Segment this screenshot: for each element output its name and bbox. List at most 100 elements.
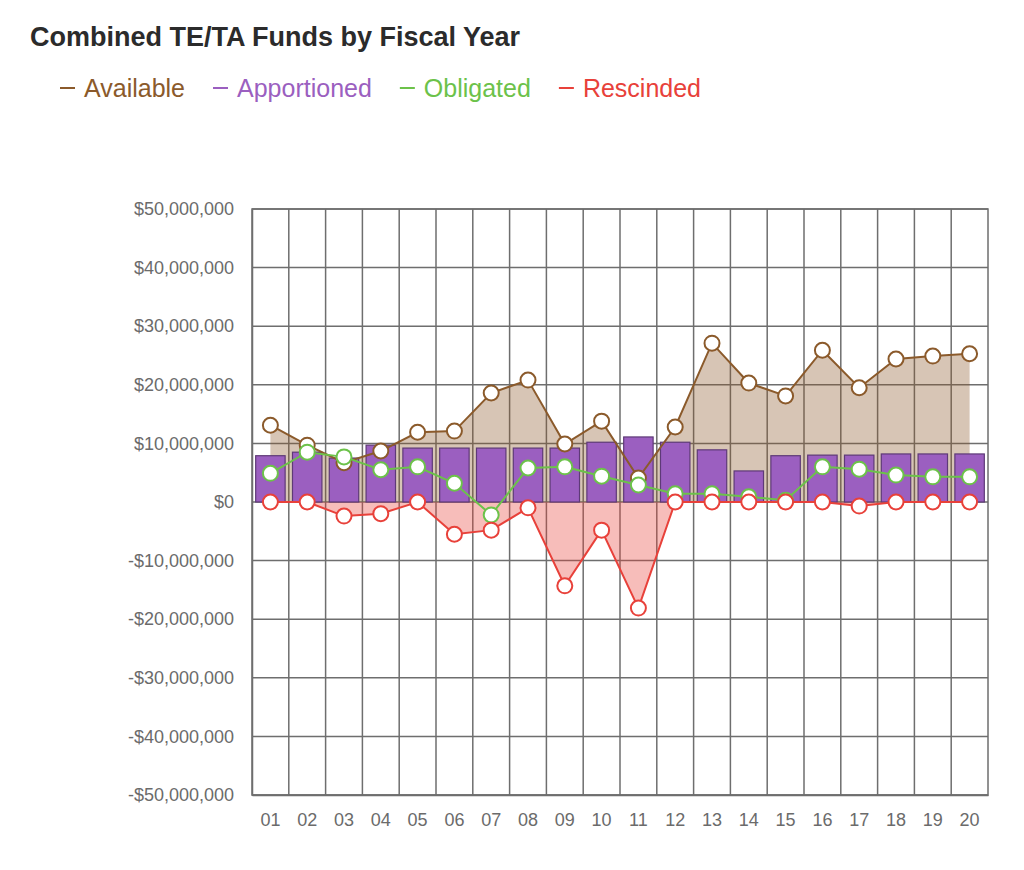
y-tick-label: -$20,000,000 bbox=[128, 609, 234, 629]
x-tick: 18 bbox=[886, 795, 906, 830]
x-tick: 17 bbox=[849, 795, 869, 830]
x-axis-line bbox=[253, 795, 989, 797]
bar bbox=[513, 448, 542, 502]
x-tick: 02 bbox=[297, 795, 317, 830]
bar bbox=[440, 448, 469, 502]
marker bbox=[889, 352, 904, 367]
y-tick: $20,000,000 bbox=[134, 375, 252, 395]
x-tick-label: 14 bbox=[739, 810, 759, 830]
bar bbox=[844, 455, 873, 502]
x-tick-label: 04 bbox=[371, 810, 391, 830]
y-tick: -$20,000,000 bbox=[128, 609, 252, 629]
y-tick: $0 bbox=[214, 492, 252, 512]
bar bbox=[550, 448, 579, 502]
grid bbox=[252, 209, 988, 795]
x-tick: 16 bbox=[812, 795, 832, 830]
y-tick-label: -$50,000,000 bbox=[128, 785, 234, 805]
marker bbox=[300, 445, 315, 460]
x-tick-label: 17 bbox=[849, 810, 869, 830]
marker bbox=[521, 461, 536, 476]
marker bbox=[410, 425, 425, 440]
marker bbox=[925, 349, 940, 364]
marker bbox=[889, 468, 904, 483]
x-tick: 04 bbox=[371, 795, 391, 830]
marker bbox=[962, 469, 977, 484]
y-tick: $40,000,000 bbox=[134, 258, 252, 278]
marker bbox=[962, 495, 977, 510]
x-tick-label: 12 bbox=[665, 810, 685, 830]
y-tick: $50,000,000 bbox=[134, 199, 252, 219]
title: Combined TE/TA Funds by Fiscal Year bbox=[30, 22, 521, 52]
marker bbox=[521, 373, 536, 388]
legend-swatch bbox=[400, 87, 415, 89]
marker bbox=[263, 418, 278, 433]
marker bbox=[778, 388, 793, 403]
marker bbox=[337, 509, 352, 524]
x-tick-label: 06 bbox=[444, 810, 464, 830]
x-tick-label: 02 bbox=[297, 810, 317, 830]
x-tick: 12 bbox=[665, 795, 685, 830]
bar bbox=[624, 437, 653, 502]
legend-label: Apportioned bbox=[237, 74, 372, 102]
x-tick-label: 03 bbox=[334, 810, 354, 830]
x-tick: 09 bbox=[555, 795, 575, 830]
x-tick-label: 11 bbox=[629, 810, 648, 830]
marker-group bbox=[263, 336, 977, 486]
x-tick: 03 bbox=[334, 795, 354, 830]
marker bbox=[484, 386, 499, 401]
x-tick-label: 07 bbox=[481, 810, 501, 830]
x-tick-label: 09 bbox=[555, 810, 575, 830]
marker bbox=[741, 495, 756, 510]
plot-area bbox=[256, 336, 985, 616]
area-fill bbox=[270, 343, 969, 502]
marker bbox=[852, 462, 867, 477]
marker bbox=[410, 495, 425, 510]
marker-group bbox=[263, 495, 977, 616]
marker bbox=[447, 527, 462, 542]
marker bbox=[815, 495, 830, 510]
marker bbox=[705, 495, 720, 510]
marker bbox=[484, 507, 499, 522]
legend-swatch bbox=[559, 87, 574, 89]
y-tick: $10,000,000 bbox=[134, 434, 252, 454]
bar-group bbox=[256, 437, 985, 502]
x-tick-label: 01 bbox=[260, 810, 280, 830]
x-tick: 20 bbox=[960, 795, 980, 830]
y-tick-label: $10,000,000 bbox=[134, 434, 234, 454]
marker bbox=[889, 495, 904, 510]
legend-swatch bbox=[60, 87, 75, 89]
marker-group bbox=[263, 445, 977, 523]
marker bbox=[263, 466, 278, 481]
x-tick-label: 19 bbox=[923, 810, 943, 830]
bar bbox=[476, 448, 505, 502]
marker bbox=[373, 506, 388, 521]
y-tick: -$50,000,000 bbox=[128, 785, 252, 805]
plot-frame bbox=[252, 209, 988, 795]
legend-label: Obligated bbox=[424, 74, 531, 102]
marker bbox=[594, 523, 609, 538]
x-tick: 11 bbox=[629, 795, 648, 830]
chart: Combined TE/TA Funds by Fiscal YearAvail… bbox=[0, 0, 1024, 870]
y-tick-label: $40,000,000 bbox=[134, 258, 234, 278]
x-tick: 01 bbox=[260, 795, 280, 830]
x-tick: 07 bbox=[481, 795, 501, 830]
y-axis-line bbox=[252, 210, 254, 796]
marker bbox=[741, 376, 756, 391]
x-tick: 05 bbox=[408, 795, 428, 830]
marker bbox=[373, 462, 388, 477]
y-tick-label: $50,000,000 bbox=[134, 199, 234, 219]
marker bbox=[705, 336, 720, 351]
marker bbox=[337, 449, 352, 464]
marker bbox=[594, 414, 609, 429]
legend-label: Rescinded bbox=[583, 74, 701, 102]
x-tick: 15 bbox=[776, 795, 796, 830]
marker bbox=[263, 495, 278, 510]
marker bbox=[557, 436, 572, 451]
x-tick-label: 16 bbox=[812, 810, 832, 830]
marker bbox=[447, 424, 462, 439]
marker bbox=[631, 478, 646, 493]
legend: AvailableApportionedObligatedRescinded bbox=[60, 74, 701, 102]
marker bbox=[557, 459, 572, 474]
x-tick-label: 13 bbox=[702, 810, 722, 830]
marker bbox=[300, 495, 315, 510]
